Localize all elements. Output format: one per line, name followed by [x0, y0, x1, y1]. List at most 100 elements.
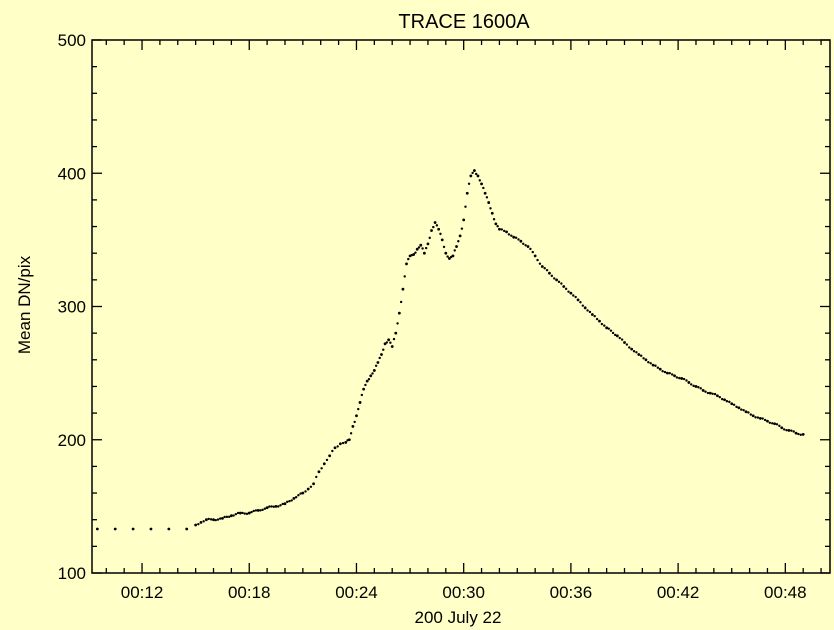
data-point [428, 236, 431, 240]
y-tick-label: 200 [58, 431, 86, 450]
data-point [711, 392, 714, 395]
data-point [801, 433, 805, 436]
data-point [502, 229, 506, 233]
data-point [732, 403, 736, 406]
y-axis-label: Mean DN/pix [15, 255, 34, 354]
data-point [630, 347, 634, 351]
data-point [519, 239, 523, 243]
data-point [306, 487, 310, 491]
data-point [360, 393, 364, 397]
data-point [799, 433, 803, 436]
data-point [555, 278, 559, 282]
data-point [422, 251, 426, 255]
data-point [247, 511, 251, 515]
data-point [353, 420, 356, 424]
data-point [560, 282, 563, 285]
data-point [635, 351, 638, 354]
data-point [476, 174, 480, 178]
data-point [514, 236, 518, 239]
data-point [185, 527, 189, 531]
data-point [426, 242, 430, 246]
data-point [396, 322, 399, 325]
data-point [399, 300, 403, 304]
data-point [216, 518, 220, 521]
data-point [478, 179, 481, 182]
data-point [457, 240, 460, 243]
data-point [369, 374, 373, 378]
data-point [347, 438, 351, 442]
data-point [742, 408, 745, 412]
data-point [782, 428, 786, 431]
data-point [754, 416, 757, 419]
x-tick-label: 00:30 [442, 583, 485, 602]
data-point [697, 386, 700, 389]
data-point [405, 262, 408, 266]
data-point [701, 389, 705, 392]
data-point [590, 313, 594, 316]
data-point [572, 294, 575, 297]
data-point [207, 517, 210, 521]
data-point [658, 367, 662, 371]
data-point [372, 369, 376, 372]
data-point [574, 295, 577, 299]
data-point [301, 491, 305, 495]
data-point [670, 373, 674, 376]
data-point [435, 224, 439, 227]
data-point [243, 512, 246, 515]
data-point [593, 314, 596, 318]
data-point [304, 490, 307, 493]
data-point [202, 520, 205, 523]
data-point [522, 242, 525, 245]
data-point [312, 482, 315, 486]
data-point [473, 169, 476, 172]
data-point [595, 317, 599, 321]
data-points [95, 169, 805, 531]
data-point [768, 421, 772, 424]
data-point [209, 518, 213, 521]
data-point [401, 287, 405, 291]
data-point [362, 387, 366, 391]
data-point [728, 400, 731, 404]
data-point [227, 515, 231, 519]
chart-title: TRACE 1600A [398, 11, 530, 33]
data-point [620, 338, 624, 341]
data-point [623, 341, 626, 344]
data-point [785, 428, 788, 432]
data-point [357, 407, 360, 411]
data-point [771, 422, 774, 425]
data-point [149, 527, 153, 531]
data-point [550, 274, 554, 278]
data-point [483, 191, 487, 195]
data-point [204, 518, 208, 522]
data-point [465, 191, 469, 195]
x-tick-label: 00:48 [764, 583, 807, 602]
data-point [533, 254, 537, 258]
data-point [471, 171, 474, 175]
data-point [485, 196, 489, 199]
data-point [500, 228, 504, 231]
data-point [564, 287, 568, 291]
data-point [586, 309, 589, 312]
data-point [453, 249, 456, 252]
data-point [579, 301, 582, 304]
data-point [349, 432, 353, 435]
data-point [358, 401, 362, 404]
data-point [668, 372, 671, 375]
data-point [713, 392, 717, 396]
data-point [685, 379, 688, 382]
data-point [364, 383, 367, 387]
data-point [778, 424, 781, 428]
y-tick-label: 300 [58, 298, 86, 317]
data-point [286, 500, 289, 504]
data-point [272, 505, 276, 508]
y-tick-label: 100 [58, 564, 86, 583]
x-axis-label: 200 July 22 [415, 608, 502, 627]
data-point [197, 522, 200, 526]
data-point [277, 505, 280, 508]
data-point [317, 470, 321, 474]
data-point [259, 509, 262, 512]
data-point [245, 512, 249, 516]
data-point [756, 416, 760, 419]
data-point [131, 527, 135, 531]
